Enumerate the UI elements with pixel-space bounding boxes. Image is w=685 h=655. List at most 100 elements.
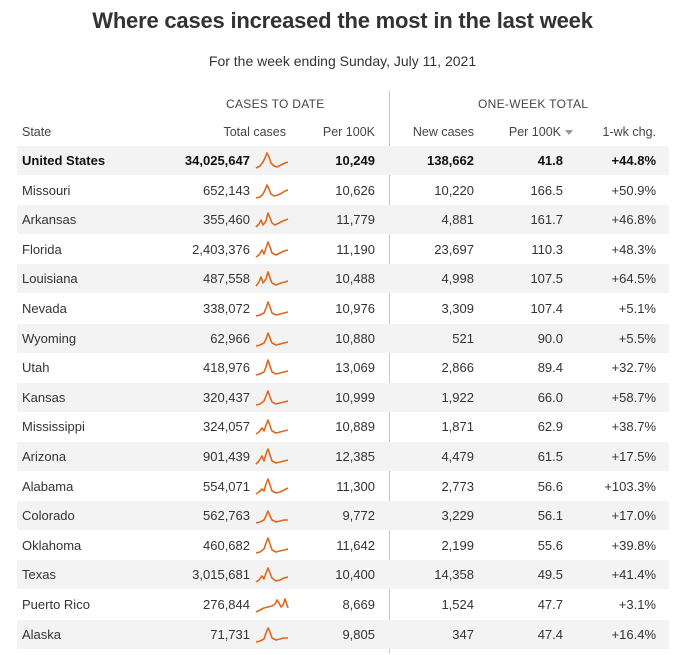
cell-new-cases: 1,922 (441, 389, 474, 405)
cell-per100k-total: 13,069 (335, 360, 375, 376)
trend-sparkline (255, 419, 289, 436)
sparkline-path (255, 448, 289, 465)
cell-per100k-total: 10,889 (335, 419, 375, 435)
table-row: Arkansas 355,460 11,779 4,881 161.7 +46.8% (17, 205, 669, 235)
cell-per100k-week: 56.6 (537, 478, 563, 494)
trend-sparkline (255, 152, 289, 169)
table-row: Missouri 652,143 10,626 10,220 166.5 +50.9% (17, 176, 669, 205)
cell-state: Florida (22, 241, 62, 257)
cell-per100k-week: 49.5 (537, 567, 563, 583)
trend-sparkline (255, 212, 289, 228)
table-row: Florida 2,403,376 11,190 23,697 110.3 +48.3% (17, 235, 669, 264)
cell-total-cases: 276,844 (203, 597, 250, 612)
cell-new-cases: 23,697 (434, 241, 474, 257)
cell-state: Alabama (22, 478, 74, 494)
cell-per100k-total: 11,642 (336, 537, 375, 553)
cell-per100k-total: 11,779 (336, 212, 375, 228)
cell-new-cases: 4,479 (441, 449, 474, 464)
trend-sparkline (255, 598, 289, 613)
cell-wk-chg: +50.9% (611, 182, 656, 198)
trend-sparkline (255, 240, 289, 258)
column-header-per100k-week[interactable]: Per 100K (486, 125, 573, 139)
cell-state: Texas (22, 567, 56, 583)
column-header-wk-chg[interactable]: 1-wk chg. (602, 125, 657, 139)
sparkline-path (255, 359, 289, 376)
cell-wk-chg: +5.5% (618, 330, 656, 346)
cell-per100k-week: 55.6 (537, 537, 563, 553)
cell-total-cases: 460,682 (203, 537, 250, 553)
cell-new-cases: 2,773 (441, 478, 474, 494)
column-header-total-cases[interactable]: Total cases (223, 125, 286, 139)
cell-state: Utah (22, 360, 50, 376)
column-header-new-cases[interactable]: New cases (412, 125, 474, 139)
cell-total-cases: 34,025,647 (184, 153, 250, 168)
cell-total-cases: 320,437 (203, 389, 250, 405)
sparkline-path (255, 301, 289, 317)
trend-sparkline (255, 626, 288, 643)
table-row: Nevada 338,072 10,976 3,309 107.4 +5.1% (17, 294, 669, 323)
cell-state: Arkansas (22, 212, 77, 228)
sparkline-path (255, 477, 289, 495)
sparkline-path (255, 419, 289, 436)
cell-per100k-total: 10,400 (335, 567, 375, 583)
cell-new-cases: 4,998 (441, 271, 474, 287)
cell-wk-chg: +3.1% (618, 597, 656, 612)
trend-sparkline (255, 510, 288, 524)
cell-total-cases: 3,015,681 (192, 567, 250, 583)
cell-new-cases: 1,524 (441, 597, 474, 612)
cell-per100k-week: 107.4 (530, 301, 563, 316)
cell-per100k-week: 89.4 (537, 360, 563, 376)
trend-sparkline (255, 359, 289, 376)
cell-state: Missouri (22, 182, 71, 198)
sparkline-path (255, 331, 289, 347)
cell-state: United States (22, 153, 106, 168)
sparkline-path (255, 536, 289, 554)
table-row: Alabama 554,071 11,300 2,773 56.6 +103.3% (17, 472, 669, 501)
cell-new-cases: 3,229 (441, 508, 474, 524)
cell-total-cases: 2,403,376 (192, 241, 250, 257)
column-header-per100k-total[interactable]: Per 100K (322, 125, 375, 139)
cell-state: Arizona (22, 449, 67, 464)
sort-descending-icon (565, 130, 573, 136)
cell-wk-chg: +58.7% (611, 389, 656, 405)
cell-per100k-week: 47.7 (537, 597, 563, 612)
trend-sparkline (255, 448, 289, 465)
cell-per100k-total: 9,772 (342, 508, 375, 524)
table-row: Louisiana 487,558 10,488 4,998 107.5 +64.5% (17, 264, 669, 294)
cell-state: Puerto Rico (22, 597, 90, 612)
cell-total-cases: 652,143 (203, 182, 250, 198)
cell-state: Oklahoma (22, 537, 82, 553)
cell-wk-chg: +64.5% (611, 271, 656, 287)
cell-per100k-week: 107.5 (530, 271, 563, 287)
page-subtitle: For the week ending Sunday, July 11, 202… (208, 53, 477, 69)
cell-per100k-week: 161.7 (530, 212, 563, 228)
cell-new-cases: 138,662 (427, 153, 474, 168)
sparkline-path (255, 271, 289, 287)
column-header-state[interactable]: State (22, 125, 52, 139)
cell-new-cases: 2,199 (441, 537, 474, 553)
cell-wk-chg: +103.3% (604, 478, 656, 494)
trend-sparkline (255, 183, 289, 199)
cell-per100k-week: 66.0 (537, 389, 563, 405)
trend-sparkline (255, 331, 289, 347)
cell-per100k-total: 8,669 (342, 597, 375, 612)
cell-total-cases: 324,057 (203, 419, 250, 435)
cell-total-cases: 355,460 (203, 212, 250, 228)
trend-sparkline (255, 567, 289, 584)
cell-new-cases: 2,866 (441, 360, 474, 376)
cell-per100k-total: 10,880 (335, 330, 375, 346)
cell-per100k-week: 61.5 (537, 449, 563, 464)
table-row: Mississippi 324,057 10,889 1,871 62.9 +38.7% (17, 412, 669, 441)
cell-per100k-week: 90.0 (537, 330, 563, 346)
cell-wk-chg: +44.8% (611, 153, 656, 168)
cell-state: Alaska (22, 626, 62, 642)
sparkline-path (255, 598, 289, 613)
cell-per100k-week: 110.3 (531, 241, 563, 257)
cell-per100k-total: 10,249 (335, 153, 375, 168)
sparkline-path (255, 212, 289, 228)
table-row: Wyoming 62,966 10,880 521 90.0 +5.5% (17, 323, 669, 353)
cell-per100k-total: 9,805 (342, 626, 375, 642)
group-header-one-week-total: ONE-WEEK TOTAL (478, 97, 589, 111)
cell-per100k-week: 56.1 (537, 508, 563, 524)
